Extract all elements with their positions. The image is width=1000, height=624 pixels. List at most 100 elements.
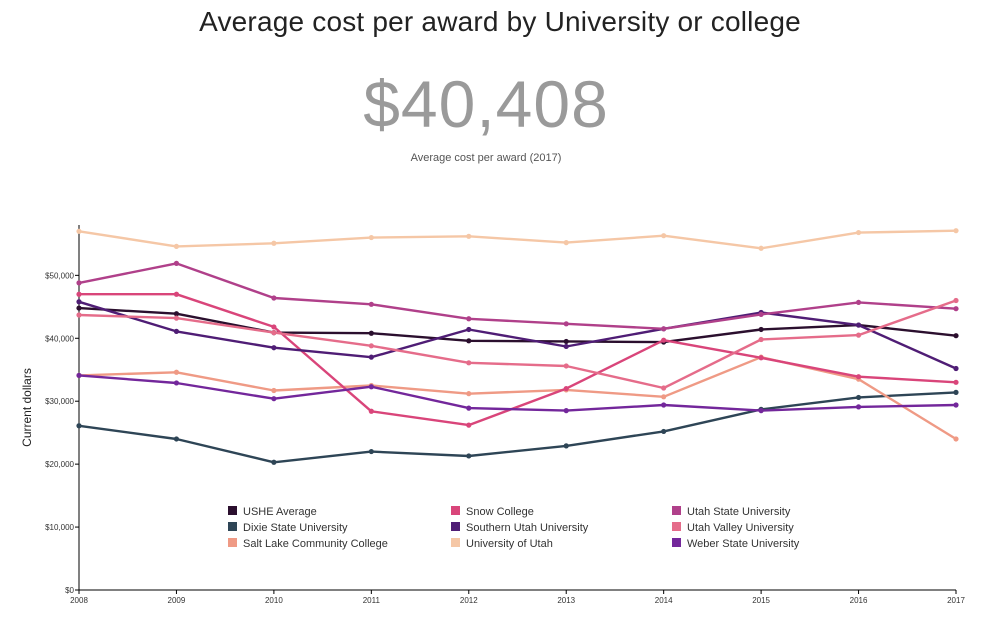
data-point [661,385,667,391]
data-point [855,229,862,236]
data-point [466,338,472,344]
data-point [466,316,472,322]
data-point [953,389,959,395]
legend-swatch [451,522,460,531]
data-point [76,312,82,318]
data-point [563,343,569,350]
data-point [855,404,862,410]
data-point [173,243,180,249]
y-tick-label: $0 [65,586,74,595]
data-point [466,233,472,239]
headline-value: $40,408 [363,67,609,141]
y-tick-label: $20,000 [45,460,74,469]
x-tick-label: 2016 [850,596,868,605]
data-point [563,338,569,345]
data-point [368,384,374,390]
series-line [77,374,958,412]
data-point [173,328,180,334]
legend-swatch [672,538,681,547]
data-point [953,297,959,304]
series-line [77,262,958,330]
legend-item: Utah State University [672,506,791,518]
series-snow-college [76,291,959,428]
series-utah-state-university [76,260,959,332]
y-axis-label: Current dollars [20,368,34,447]
x-tick-label: 2009 [168,596,186,605]
series-line [77,293,958,427]
y-tick-label: $30,000 [45,397,74,406]
legend-item: Southern Utah University [451,522,589,534]
legend-item: Snow College [451,506,534,518]
legend-item: USHE Average [228,506,317,518]
data-point [76,280,82,286]
data-point [758,311,764,317]
data-point [661,428,667,435]
data-point [271,295,277,301]
legend-item: University of Utah [451,538,553,550]
legend-swatch [672,522,681,531]
data-point [758,245,764,251]
headline-caption: Average cost per award (2017) [410,152,562,164]
data-point [758,336,764,343]
data-point [173,291,180,297]
x-tick-label: 2012 [460,596,478,605]
x-tick-label: 2010 [265,596,283,605]
y-tick-label: $40,000 [45,334,74,343]
data-point [76,372,82,379]
legend-label: Southern Utah University [466,522,589,534]
x-tick-label: 2017 [947,596,965,605]
data-point [661,394,667,400]
data-point [855,394,862,401]
data-point [271,396,277,402]
legend-label: Snow College [466,506,534,518]
data-point [563,240,569,246]
legend-label: Dixie State University [243,522,348,534]
data-point [271,330,277,336]
data-point [563,408,569,414]
data-point [466,422,472,428]
legend-swatch [451,506,460,515]
x-tick-label: 2011 [363,596,381,605]
series-line [77,229,958,250]
data-point [661,402,667,408]
y-tick-label: $10,000 [45,523,74,532]
series-line [77,300,958,370]
data-point [76,305,82,311]
legend-label: Salt Lake Community College [243,538,388,550]
legend-item: Salt Lake Community College [228,538,388,550]
series-weber-state-university [76,372,959,414]
data-point [563,386,569,392]
legend-label: Utah Valley University [687,522,794,534]
data-point [953,306,959,312]
data-point [466,326,472,333]
data-point [173,436,180,442]
data-point [758,408,764,414]
data-point [855,332,862,338]
legend-item: Weber State University [672,538,800,550]
data-point [466,453,472,459]
data-point [368,330,374,336]
data-point [271,324,277,330]
data-point [661,326,667,332]
legend-swatch [451,538,460,547]
data-point [563,443,569,449]
legend-label: Utah State University [687,506,791,518]
x-tick-label: 2008 [70,596,88,605]
data-point [368,301,374,307]
data-point [563,321,569,327]
data-point [76,299,82,305]
data-point [368,354,374,360]
data-point [953,379,959,385]
legend-label: USHE Average [243,506,317,518]
legend-swatch [228,506,237,515]
data-point [76,291,82,297]
data-point [855,322,862,328]
data-point [661,337,667,343]
data-point [855,299,862,306]
data-point [466,405,472,411]
data-point [758,326,764,333]
data-point [271,345,277,351]
legend-swatch [672,506,681,515]
legend-swatch [228,538,237,547]
data-point [173,369,180,375]
